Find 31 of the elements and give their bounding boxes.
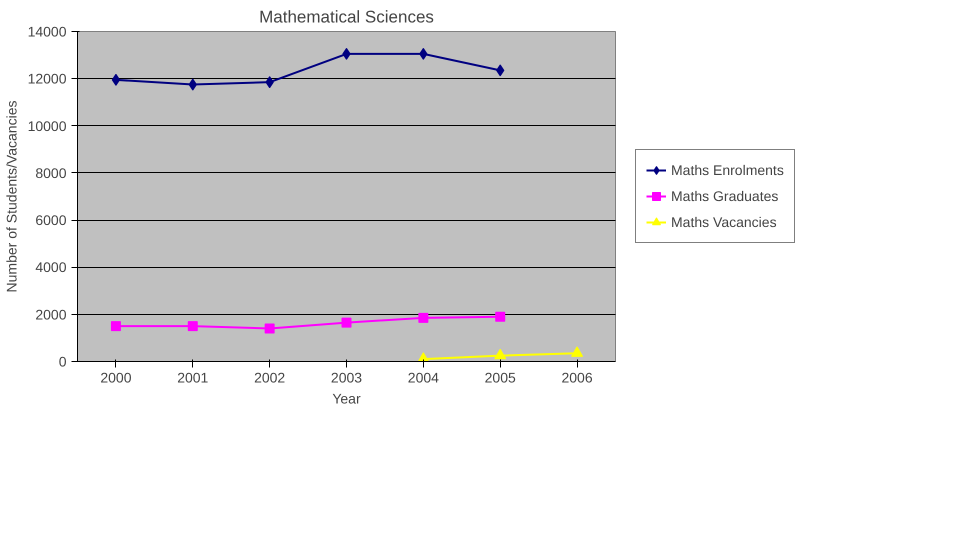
legend-label: Maths Graduates [671,188,778,204]
y-tick-label: 10000 [28,118,67,134]
point [419,48,428,60]
x-tick-label: 2003 [330,370,362,386]
y-tick-label: 0 [58,354,67,370]
x-tick-label: 2004 [408,370,440,386]
y-tick-label: 14000 [28,24,67,40]
point [188,321,198,332]
point [418,312,428,323]
point [342,48,351,60]
y-tick-label: 2000 [35,306,67,322]
point [265,76,274,88]
y-axis-title: Number of Students/Vacancies [4,100,20,292]
legend-label: Maths Enrolments [671,162,784,178]
y-tick-label: 8000 [35,164,67,181]
point [264,324,275,334]
x-tick-label: 2006 [562,370,593,386]
point [342,318,352,328]
chart-title: Mathematical Sciences [259,8,434,26]
legend-label: Maths Vacancies [671,214,777,230]
point [495,312,506,322]
x-tick-label: 2000 [100,370,132,386]
y-tick-label: 12000 [28,70,67,87]
point [110,321,121,332]
y-tick-label: 6000 [35,212,67,228]
x-axis-title: Year [332,390,361,406]
y-tick-label: 4000 [35,259,67,276]
x-tick-label: 2005 [484,370,516,386]
point [112,74,120,86]
x-tick-label: 2002 [254,370,286,386]
x-tick-label: 2001 [177,370,209,386]
